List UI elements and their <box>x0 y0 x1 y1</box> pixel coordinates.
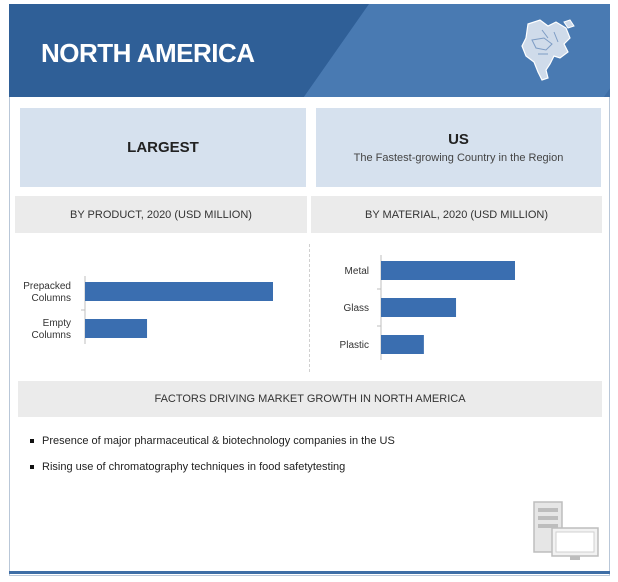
fastest-country-panel: US The Fastest-growing Country in the Re… <box>316 108 601 187</box>
bar <box>381 298 457 317</box>
bar <box>85 282 273 301</box>
bullet-icon <box>30 465 34 469</box>
factors-list: Presence of major pharmaceutical & biote… <box>30 428 590 480</box>
category-label: Empty Columns <box>32 318 71 341</box>
bar <box>85 319 148 338</box>
category-label: Plastic <box>340 340 369 351</box>
material-bar-chart: Metal Glass Plastic <box>340 255 515 360</box>
north-america-map-icon <box>521 19 575 81</box>
factor-item: Presence of major pharmaceutical & biote… <box>30 428 590 454</box>
region-banner: NORTH AMERICA <box>9 4 610 97</box>
material-chart-title: BY MATERIAL, 2020 (USD MILLION) <box>311 196 602 233</box>
bar <box>381 261 515 280</box>
factor-text: Rising use of chromatography techniques … <box>42 461 346 473</box>
product-bar-chart: Prepacked Columns Empty Columns <box>23 276 273 344</box>
largest-panel: LARGEST <box>20 108 306 187</box>
product-chart-title: BY PRODUCT, 2020 (USD MILLION) <box>15 196 307 233</box>
banner-title: NORTH AMERICA <box>41 38 255 68</box>
factor-item: Rising use of chromatography techniques … <box>30 454 590 480</box>
server-monitor-icon <box>533 501 599 560</box>
country-label: US <box>448 131 469 148</box>
category-label: Glass <box>343 303 369 314</box>
chart-divider <box>309 244 310 372</box>
largest-label: LARGEST <box>127 139 199 156</box>
category-label: Prepacked Columns <box>23 281 71 304</box>
bottom-rule <box>9 571 610 574</box>
factors-header: FACTORS DRIVING MARKET GROWTH IN NORTH A… <box>18 381 602 417</box>
bullet-icon <box>30 439 34 443</box>
category-label: Metal <box>345 266 369 277</box>
bar <box>381 335 424 354</box>
factor-text: Presence of major pharmaceutical & biote… <box>42 435 395 447</box>
country-note: The Fastest-growing Country in the Regio… <box>353 152 564 164</box>
